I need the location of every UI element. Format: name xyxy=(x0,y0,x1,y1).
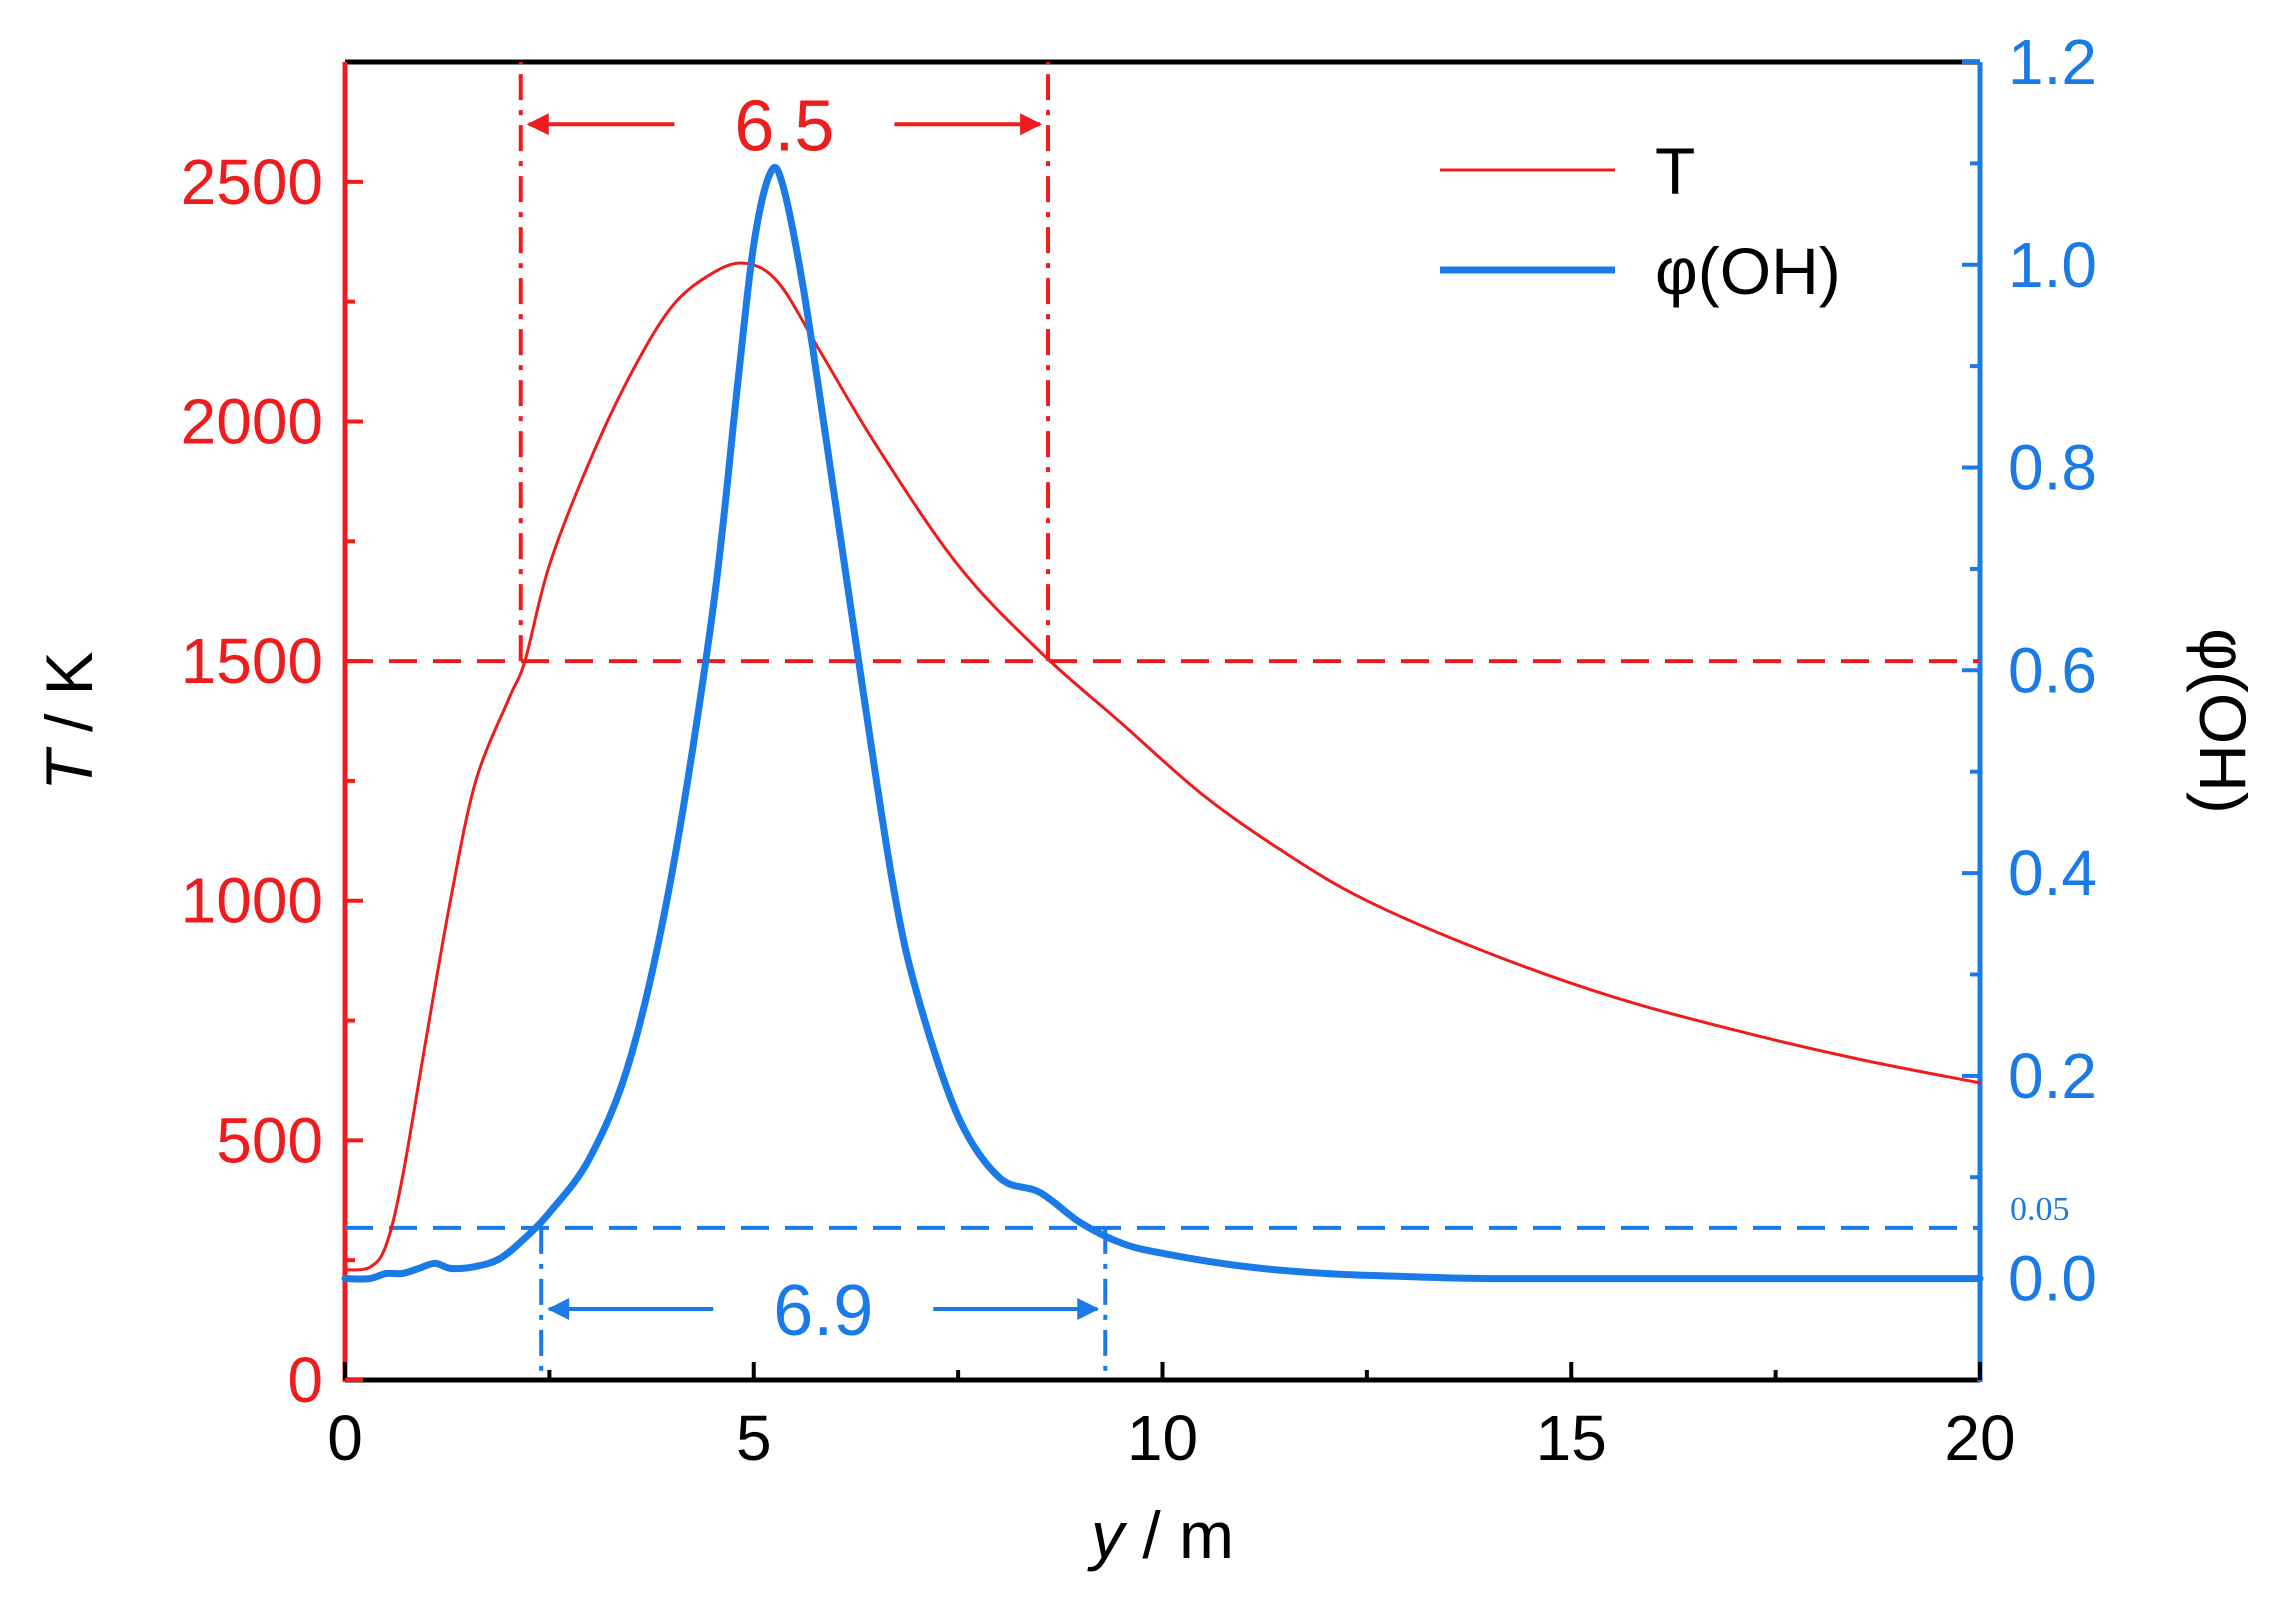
y-left-tick-label: 1000 xyxy=(181,865,323,937)
annotation-label-t-width: 6.5 xyxy=(734,86,834,166)
annotations: 6.5 6.9 xyxy=(526,86,1100,1351)
annotation-arrowhead-left-t-width xyxy=(526,113,549,136)
reference-lines xyxy=(345,62,1980,1380)
y-left-tick-label: 2500 xyxy=(181,146,323,218)
annotation-arrowhead-right-t-width xyxy=(1020,113,1043,136)
y-right-tick-label: 0.2 xyxy=(2008,1040,2097,1112)
y-right-tick-label: 0.4 xyxy=(2008,837,2097,909)
legend-label-oh: φ(OH) xyxy=(1655,234,1841,308)
series-line-temperature xyxy=(343,261,1982,1272)
y-left-tick-label: 1500 xyxy=(181,625,323,697)
y-right-axis-label: φ(OH) xyxy=(2186,628,2260,814)
x-tick-label: 20 xyxy=(1944,1402,2015,1474)
x-tick-label: 0 xyxy=(327,1402,363,1474)
y-left-tick-label: 0 xyxy=(287,1344,323,1416)
y-right-tick-label: 0.0 xyxy=(2008,1243,2097,1315)
series-layer xyxy=(341,163,1984,1283)
y-left-tick-label: 500 xyxy=(216,1104,323,1176)
x-tick-label: 5 xyxy=(736,1402,772,1474)
x-tick-label: 15 xyxy=(1536,1402,1607,1474)
y-left-axis-label: T / K xyxy=(32,651,106,790)
y-right-tick-label: 1.0 xyxy=(2008,229,2097,301)
y-left-tick-label: 2000 xyxy=(181,385,323,457)
legend: Tφ(OH) xyxy=(1440,134,1841,308)
y-right-extra-tick-label: 0.05 xyxy=(2010,1191,2070,1228)
y-right-tick-label: 0.6 xyxy=(2008,634,2097,706)
series-line-oh xyxy=(341,163,1984,1283)
axes: 0 5 10 15 20 y / m 0 500 1000 1500 2000 2500 T / K 0.… xyxy=(32,26,2260,1572)
x-tick-label: 10 xyxy=(1127,1402,1198,1474)
annotation-arrowhead-right-oh-width xyxy=(1077,1298,1100,1321)
annotation-label-oh-width: 6.9 xyxy=(773,1271,873,1351)
x-axis-label: y / m xyxy=(1087,1498,1234,1572)
y-right-tick-label: 1.2 xyxy=(2008,26,2097,98)
y-right-tick-label: 0.8 xyxy=(2008,432,2097,504)
legend-label-temperature: T xyxy=(1655,134,1695,208)
annotation-arrowhead-left-oh-width xyxy=(547,1298,570,1321)
plot-frame xyxy=(342,59,1983,1383)
